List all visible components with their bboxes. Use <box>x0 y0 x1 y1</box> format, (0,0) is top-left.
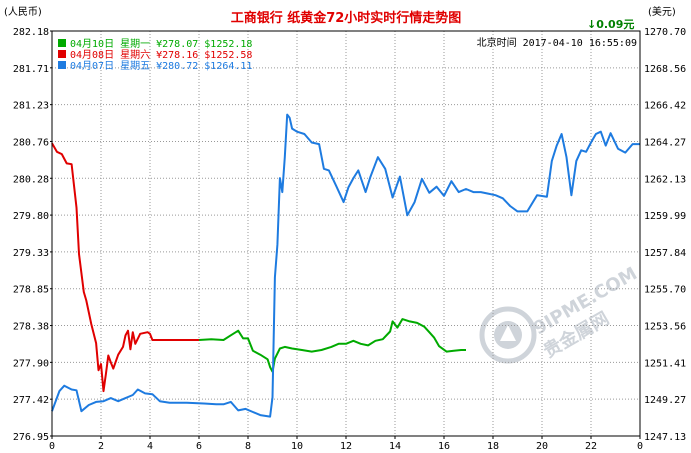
series-line-1 <box>51 142 199 393</box>
legend-swatch <box>58 50 66 58</box>
x-tick-label: 4 <box>147 441 153 452</box>
x-tick-label: 18 <box>487 441 499 452</box>
y-tick-left-label: 279.80 <box>13 211 49 222</box>
x-axis-ticks: 0 2 4 6 8 10 12 14 16 18 20 22 0 <box>49 441 643 452</box>
x-tick-label: 16 <box>438 441 450 452</box>
y-tick-left-label: 278.38 <box>13 322 49 333</box>
y-tick-right-label: 1259.99 <box>644 211 686 222</box>
series-line-0 <box>198 318 466 373</box>
y-tick-right-label: 1262.13 <box>644 174 686 185</box>
left-unit-label: (人民币) <box>4 6 42 18</box>
price-change: ↓0.09元 <box>587 18 634 31</box>
y-tick-left-label: 280.28 <box>13 174 49 185</box>
y-tick-left-label: 281.23 <box>13 101 49 112</box>
x-tick-label: 10 <box>291 441 303 452</box>
watermark-logo-icon <box>479 306 537 364</box>
series-layer <box>51 113 640 418</box>
x-tick-label: 0 <box>637 441 643 452</box>
x-tick-label: 14 <box>389 441 401 452</box>
y-tick-left-label: 277.42 <box>13 395 49 406</box>
y-tick-left-label: 276.95 <box>13 432 49 443</box>
y-tick-left-label: 278.85 <box>13 285 49 296</box>
chart-title: 工商银行 纸黄金72小时实时行情走势图 <box>231 10 462 26</box>
y-tick-right-label: 1247.13 <box>644 432 686 443</box>
y-tick-right-label: 1270.70 <box>644 27 686 38</box>
legend-entry: 04月10日 星期一 ¥278.07 $1252.18 <box>70 38 252 50</box>
x-tick-label: 20 <box>536 441 548 452</box>
y-tick-left-label: 281.71 <box>13 64 49 75</box>
legend-entry: 04月08日 星期六 ¥278.16 $1252.58 <box>70 49 252 61</box>
watermark: 9IPME.COM 贵金属网 <box>479 263 641 364</box>
x-tick-label: 0 <box>49 441 55 452</box>
y-tick-right-label: 1251.41 <box>644 358 686 369</box>
y-tick-left-label: 277.90 <box>13 358 49 369</box>
legend-swatch <box>58 61 66 69</box>
timestamp: 北京时间 2017-04-10 16:55:09 <box>477 36 637 49</box>
y-tick-right-label: 1255.70 <box>644 285 686 296</box>
y-tick-left-label: 280.76 <box>13 137 49 148</box>
legend-swatch <box>58 39 66 47</box>
x-tick-label: 12 <box>340 441 352 452</box>
y-tick-right-label: 1249.27 <box>644 395 686 406</box>
plot-frame <box>51 30 641 437</box>
x-tick-label: 2 <box>98 441 104 452</box>
y-tick-left-label: 279.33 <box>13 248 49 259</box>
legend-entry: 04月07日 星期五 ¥280.72 $1264.11 <box>70 60 252 72</box>
y-tick-left-label: 282.18 <box>13 27 49 38</box>
x-tick-label: 8 <box>245 441 251 452</box>
y-axis-left-ticks: 282.18 281.71 281.23 280.76 280.28 279.80 279.… <box>13 27 49 443</box>
x-tick-label: 6 <box>196 441 202 452</box>
y-tick-right-label: 1264.27 <box>644 137 686 148</box>
y-tick-right-label: 1257.84 <box>644 248 686 259</box>
x-tick-label: 22 <box>585 441 597 452</box>
series-line-2 <box>51 113 640 418</box>
y-axis-right-ticks: 1270.70 1268.56 1266.42 1264.27 1262.13 1259.… <box>644 27 686 443</box>
y-tick-right-label: 1266.42 <box>644 101 686 112</box>
axes <box>50 30 641 439</box>
right-unit-label: (美元) <box>648 5 676 18</box>
grid <box>52 31 640 436</box>
y-tick-right-label: 1253.56 <box>644 322 686 333</box>
y-tick-right-label: 1268.56 <box>644 64 686 75</box>
